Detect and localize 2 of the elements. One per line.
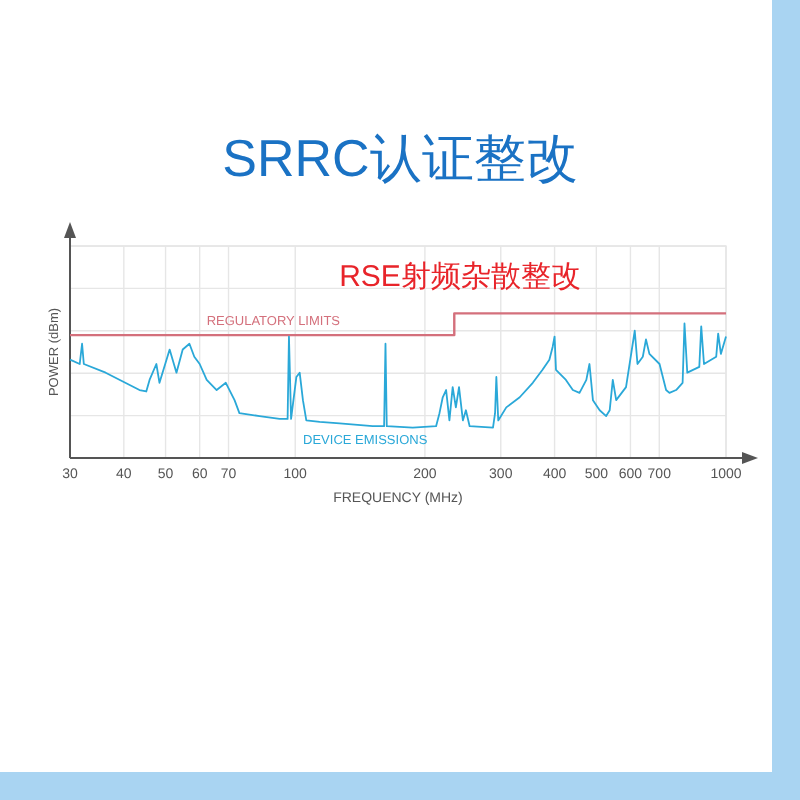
text: RSE射频杂散整改 (339, 260, 581, 294)
chart-title: SRRC认证整改 (222, 128, 578, 188)
